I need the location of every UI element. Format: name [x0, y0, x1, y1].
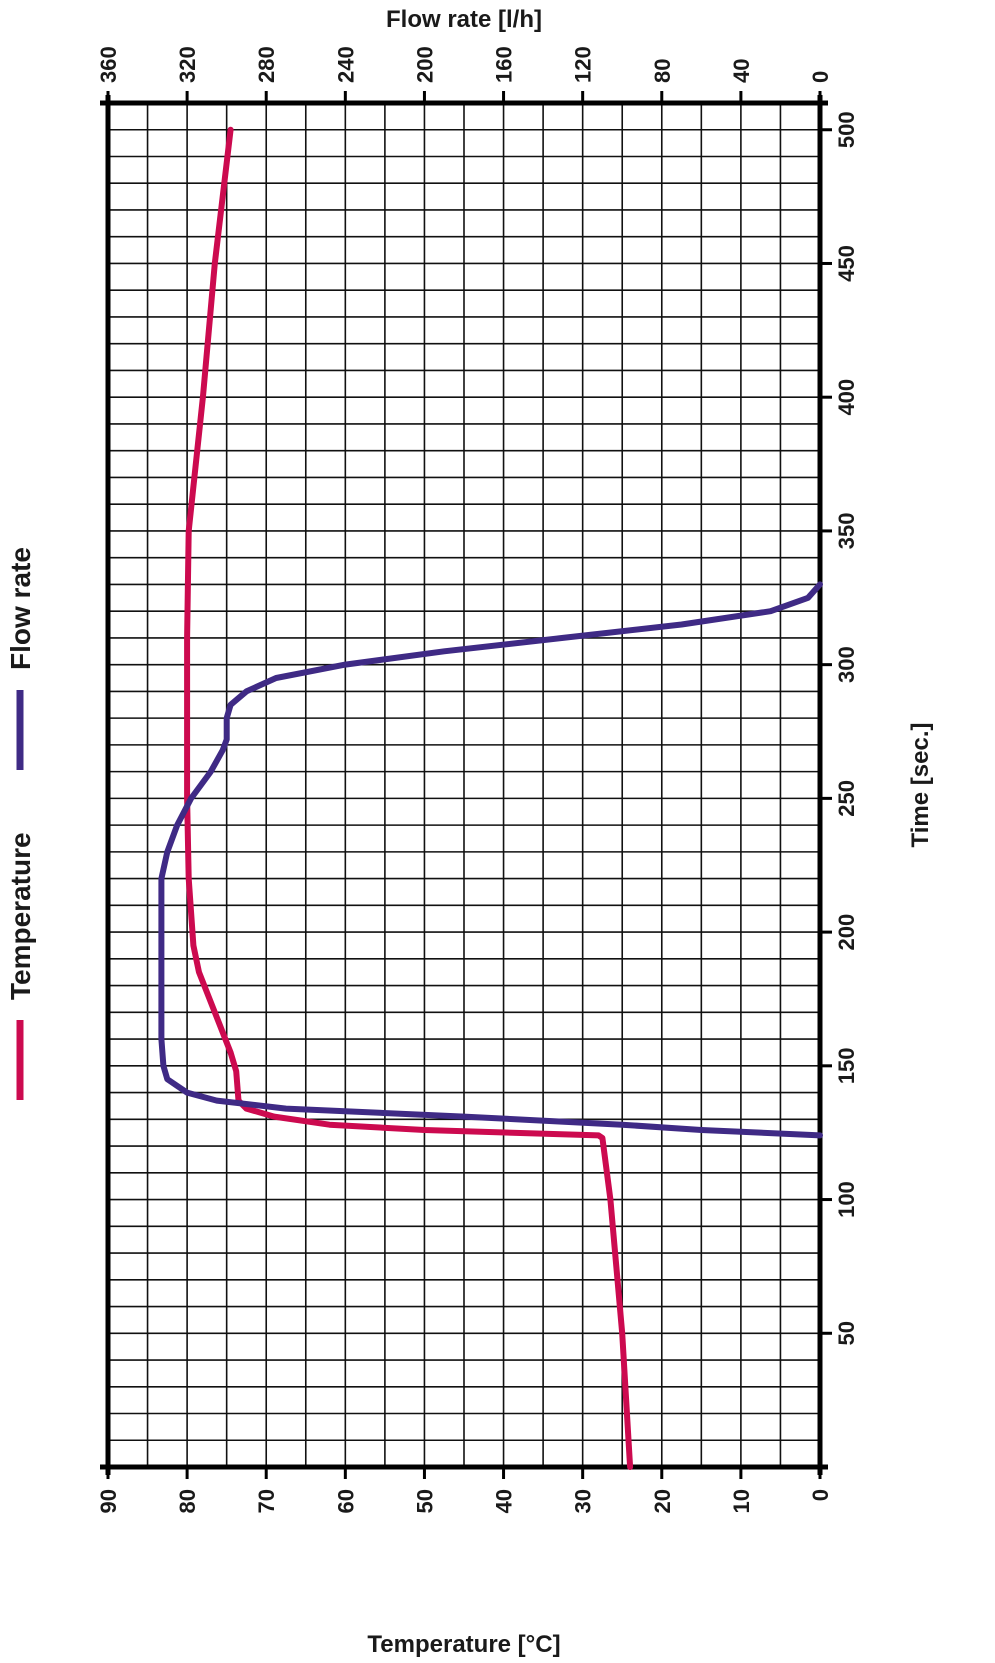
temperature-tick-label: 20 [650, 1489, 675, 1513]
temperature-tick-label: 80 [175, 1489, 200, 1513]
time-tick-label: 50 [834, 1321, 859, 1345]
legend-layer: Temperature Flow rate [5, 547, 36, 1100]
series-line-temperature [184, 126, 634, 1470]
time-axis-title: Time [sec.] [907, 723, 934, 848]
legend-label: Temperature [5, 832, 36, 1000]
flow-tick-label: 0 [808, 71, 833, 83]
series-line-flow-rate [158, 581, 823, 1139]
series-layer [158, 126, 823, 1470]
temperature-tick-label: 30 [571, 1489, 596, 1513]
temperature-tick-label: 40 [492, 1489, 517, 1513]
time-tick-label: 300 [834, 646, 859, 683]
time-tick-label: 150 [834, 1047, 859, 1084]
temperature-tick-label: 50 [412, 1489, 437, 1513]
flow-tick-label: 360 [96, 46, 121, 83]
time-tick-label: 100 [834, 1181, 859, 1218]
flow-tick-label: 40 [729, 59, 754, 83]
time-tick-label: 250 [834, 780, 859, 817]
flow-tick-label: 240 [333, 46, 358, 83]
axes-layer [100, 91, 832, 1479]
flow-tick-label: 320 [175, 46, 200, 83]
temperature-tick-label: 10 [729, 1489, 754, 1513]
flow-axis-title: Flow rate [l/h] [386, 6, 542, 33]
flow-tick-label: 160 [492, 46, 517, 83]
flow-tick-label: 120 [571, 46, 596, 83]
legend-label: Flow rate [5, 547, 36, 670]
temperature-tick-label: 90 [96, 1489, 121, 1513]
temperature-tick-label: 60 [333, 1489, 358, 1513]
grid-layer [108, 103, 820, 1467]
flow-tick-label: 280 [254, 46, 279, 83]
time-tick-label: 500 [834, 111, 859, 148]
time-tick-label: 200 [834, 914, 859, 951]
temperature-tick-label: 0 [808, 1489, 833, 1501]
time-tick-label: 350 [834, 513, 859, 550]
flow-tick-label: 80 [650, 59, 675, 83]
flow-tick-label: 200 [412, 46, 437, 83]
time-tick-label: 400 [834, 379, 859, 416]
temperature-tick-label: 70 [254, 1489, 279, 1513]
temperature-axis-title: Temperature [°C] [367, 1631, 560, 1658]
time-tick-label: 450 [834, 245, 859, 282]
